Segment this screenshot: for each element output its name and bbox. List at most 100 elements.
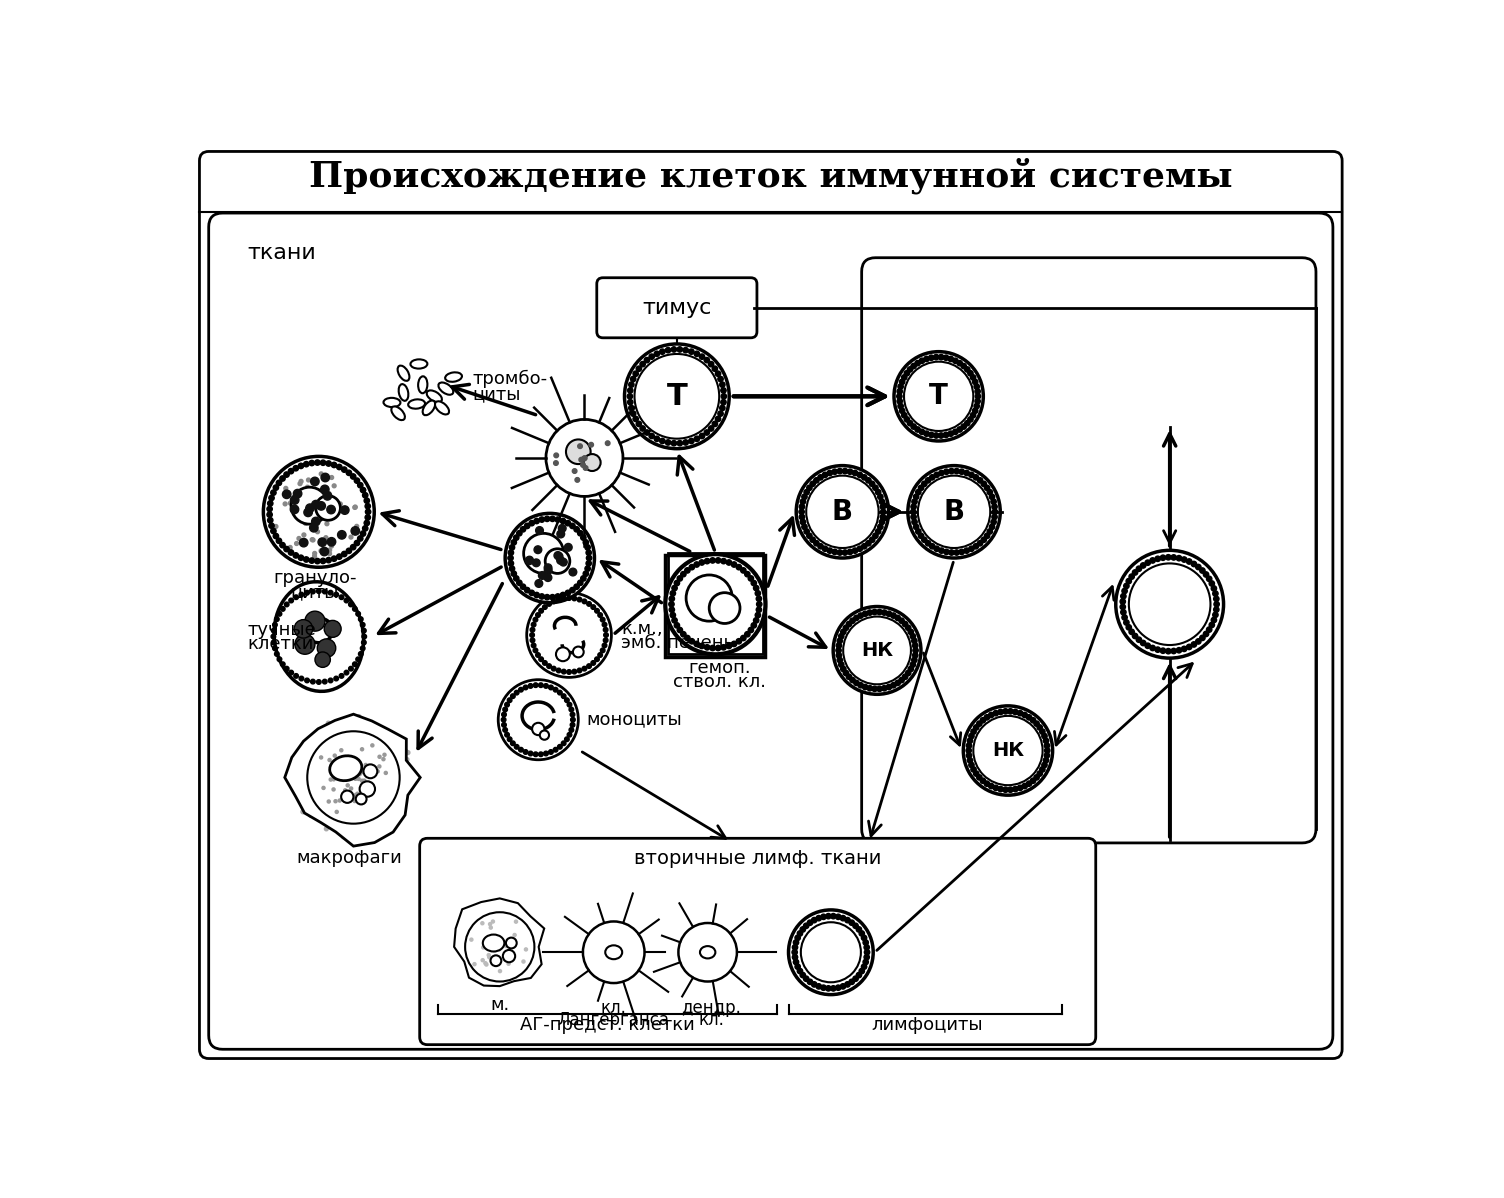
Circle shape xyxy=(899,618,904,623)
Circle shape xyxy=(836,985,841,991)
Circle shape xyxy=(699,434,705,438)
Circle shape xyxy=(677,441,683,446)
Circle shape xyxy=(511,939,514,943)
Circle shape xyxy=(830,986,836,991)
Circle shape xyxy=(993,710,999,716)
Circle shape xyxy=(275,617,280,622)
Circle shape xyxy=(836,643,842,648)
Circle shape xyxy=(283,502,287,506)
Circle shape xyxy=(669,607,674,612)
Circle shape xyxy=(988,713,994,718)
Circle shape xyxy=(844,671,848,676)
Circle shape xyxy=(284,603,289,606)
Circle shape xyxy=(922,537,926,543)
Circle shape xyxy=(802,494,808,500)
Circle shape xyxy=(390,757,394,761)
Circle shape xyxy=(755,612,761,618)
Circle shape xyxy=(704,645,710,651)
Circle shape xyxy=(1176,648,1182,653)
Circle shape xyxy=(531,639,535,642)
Circle shape xyxy=(573,468,578,473)
Circle shape xyxy=(856,927,862,932)
Circle shape xyxy=(499,944,502,946)
Circle shape xyxy=(911,504,916,509)
Circle shape xyxy=(627,399,633,405)
Circle shape xyxy=(973,544,979,549)
Circle shape xyxy=(316,530,319,533)
Circle shape xyxy=(754,618,760,623)
Circle shape xyxy=(984,781,990,786)
Circle shape xyxy=(561,592,566,598)
Circle shape xyxy=(877,686,883,691)
Circle shape xyxy=(316,589,322,593)
Circle shape xyxy=(744,631,750,637)
Circle shape xyxy=(866,478,871,483)
Circle shape xyxy=(859,931,865,936)
Circle shape xyxy=(353,776,356,780)
Circle shape xyxy=(1155,556,1161,562)
Circle shape xyxy=(841,915,845,921)
Polygon shape xyxy=(284,714,420,846)
Circle shape xyxy=(934,355,938,359)
Circle shape xyxy=(740,635,746,641)
Circle shape xyxy=(674,580,680,586)
Circle shape xyxy=(740,568,746,573)
Circle shape xyxy=(517,580,522,586)
Circle shape xyxy=(964,420,970,426)
Circle shape xyxy=(681,631,686,637)
Circle shape xyxy=(578,531,584,536)
Circle shape xyxy=(343,831,347,835)
Circle shape xyxy=(812,981,817,987)
Circle shape xyxy=(517,531,522,536)
Circle shape xyxy=(532,559,540,567)
Circle shape xyxy=(1206,627,1212,633)
Circle shape xyxy=(368,721,371,726)
Circle shape xyxy=(869,537,875,543)
Circle shape xyxy=(352,606,356,611)
Circle shape xyxy=(293,673,298,678)
Circle shape xyxy=(508,556,513,561)
Circle shape xyxy=(328,758,331,762)
Circle shape xyxy=(329,504,334,508)
Circle shape xyxy=(799,504,805,509)
Circle shape xyxy=(295,619,313,639)
Circle shape xyxy=(923,431,929,436)
Circle shape xyxy=(1196,564,1202,570)
Circle shape xyxy=(302,785,307,788)
Circle shape xyxy=(720,645,726,651)
Circle shape xyxy=(720,399,726,405)
Circle shape xyxy=(304,461,308,467)
Circle shape xyxy=(296,537,301,540)
Circle shape xyxy=(990,494,994,500)
Circle shape xyxy=(293,466,298,471)
Circle shape xyxy=(559,558,567,565)
Circle shape xyxy=(328,538,335,546)
Circle shape xyxy=(1172,555,1176,561)
Circle shape xyxy=(808,979,812,985)
Circle shape xyxy=(382,757,385,761)
Circle shape xyxy=(310,460,314,466)
Circle shape xyxy=(295,634,314,654)
Circle shape xyxy=(570,713,575,716)
Circle shape xyxy=(844,625,848,630)
Circle shape xyxy=(555,552,562,561)
Circle shape xyxy=(799,514,805,520)
Circle shape xyxy=(943,470,949,474)
Text: клетки: клетки xyxy=(247,635,313,653)
Circle shape xyxy=(555,516,561,522)
Circle shape xyxy=(969,762,975,768)
Circle shape xyxy=(561,694,566,698)
Circle shape xyxy=(403,742,406,745)
Circle shape xyxy=(627,388,633,393)
Circle shape xyxy=(1026,715,1032,720)
Circle shape xyxy=(895,616,901,621)
Circle shape xyxy=(1003,709,1008,714)
Circle shape xyxy=(839,662,844,667)
Ellipse shape xyxy=(699,946,716,958)
FancyBboxPatch shape xyxy=(200,151,1342,1059)
Circle shape xyxy=(316,513,320,516)
Text: кл.: кл. xyxy=(600,999,627,1017)
Circle shape xyxy=(1209,581,1215,586)
Circle shape xyxy=(284,472,289,477)
Circle shape xyxy=(910,662,916,667)
